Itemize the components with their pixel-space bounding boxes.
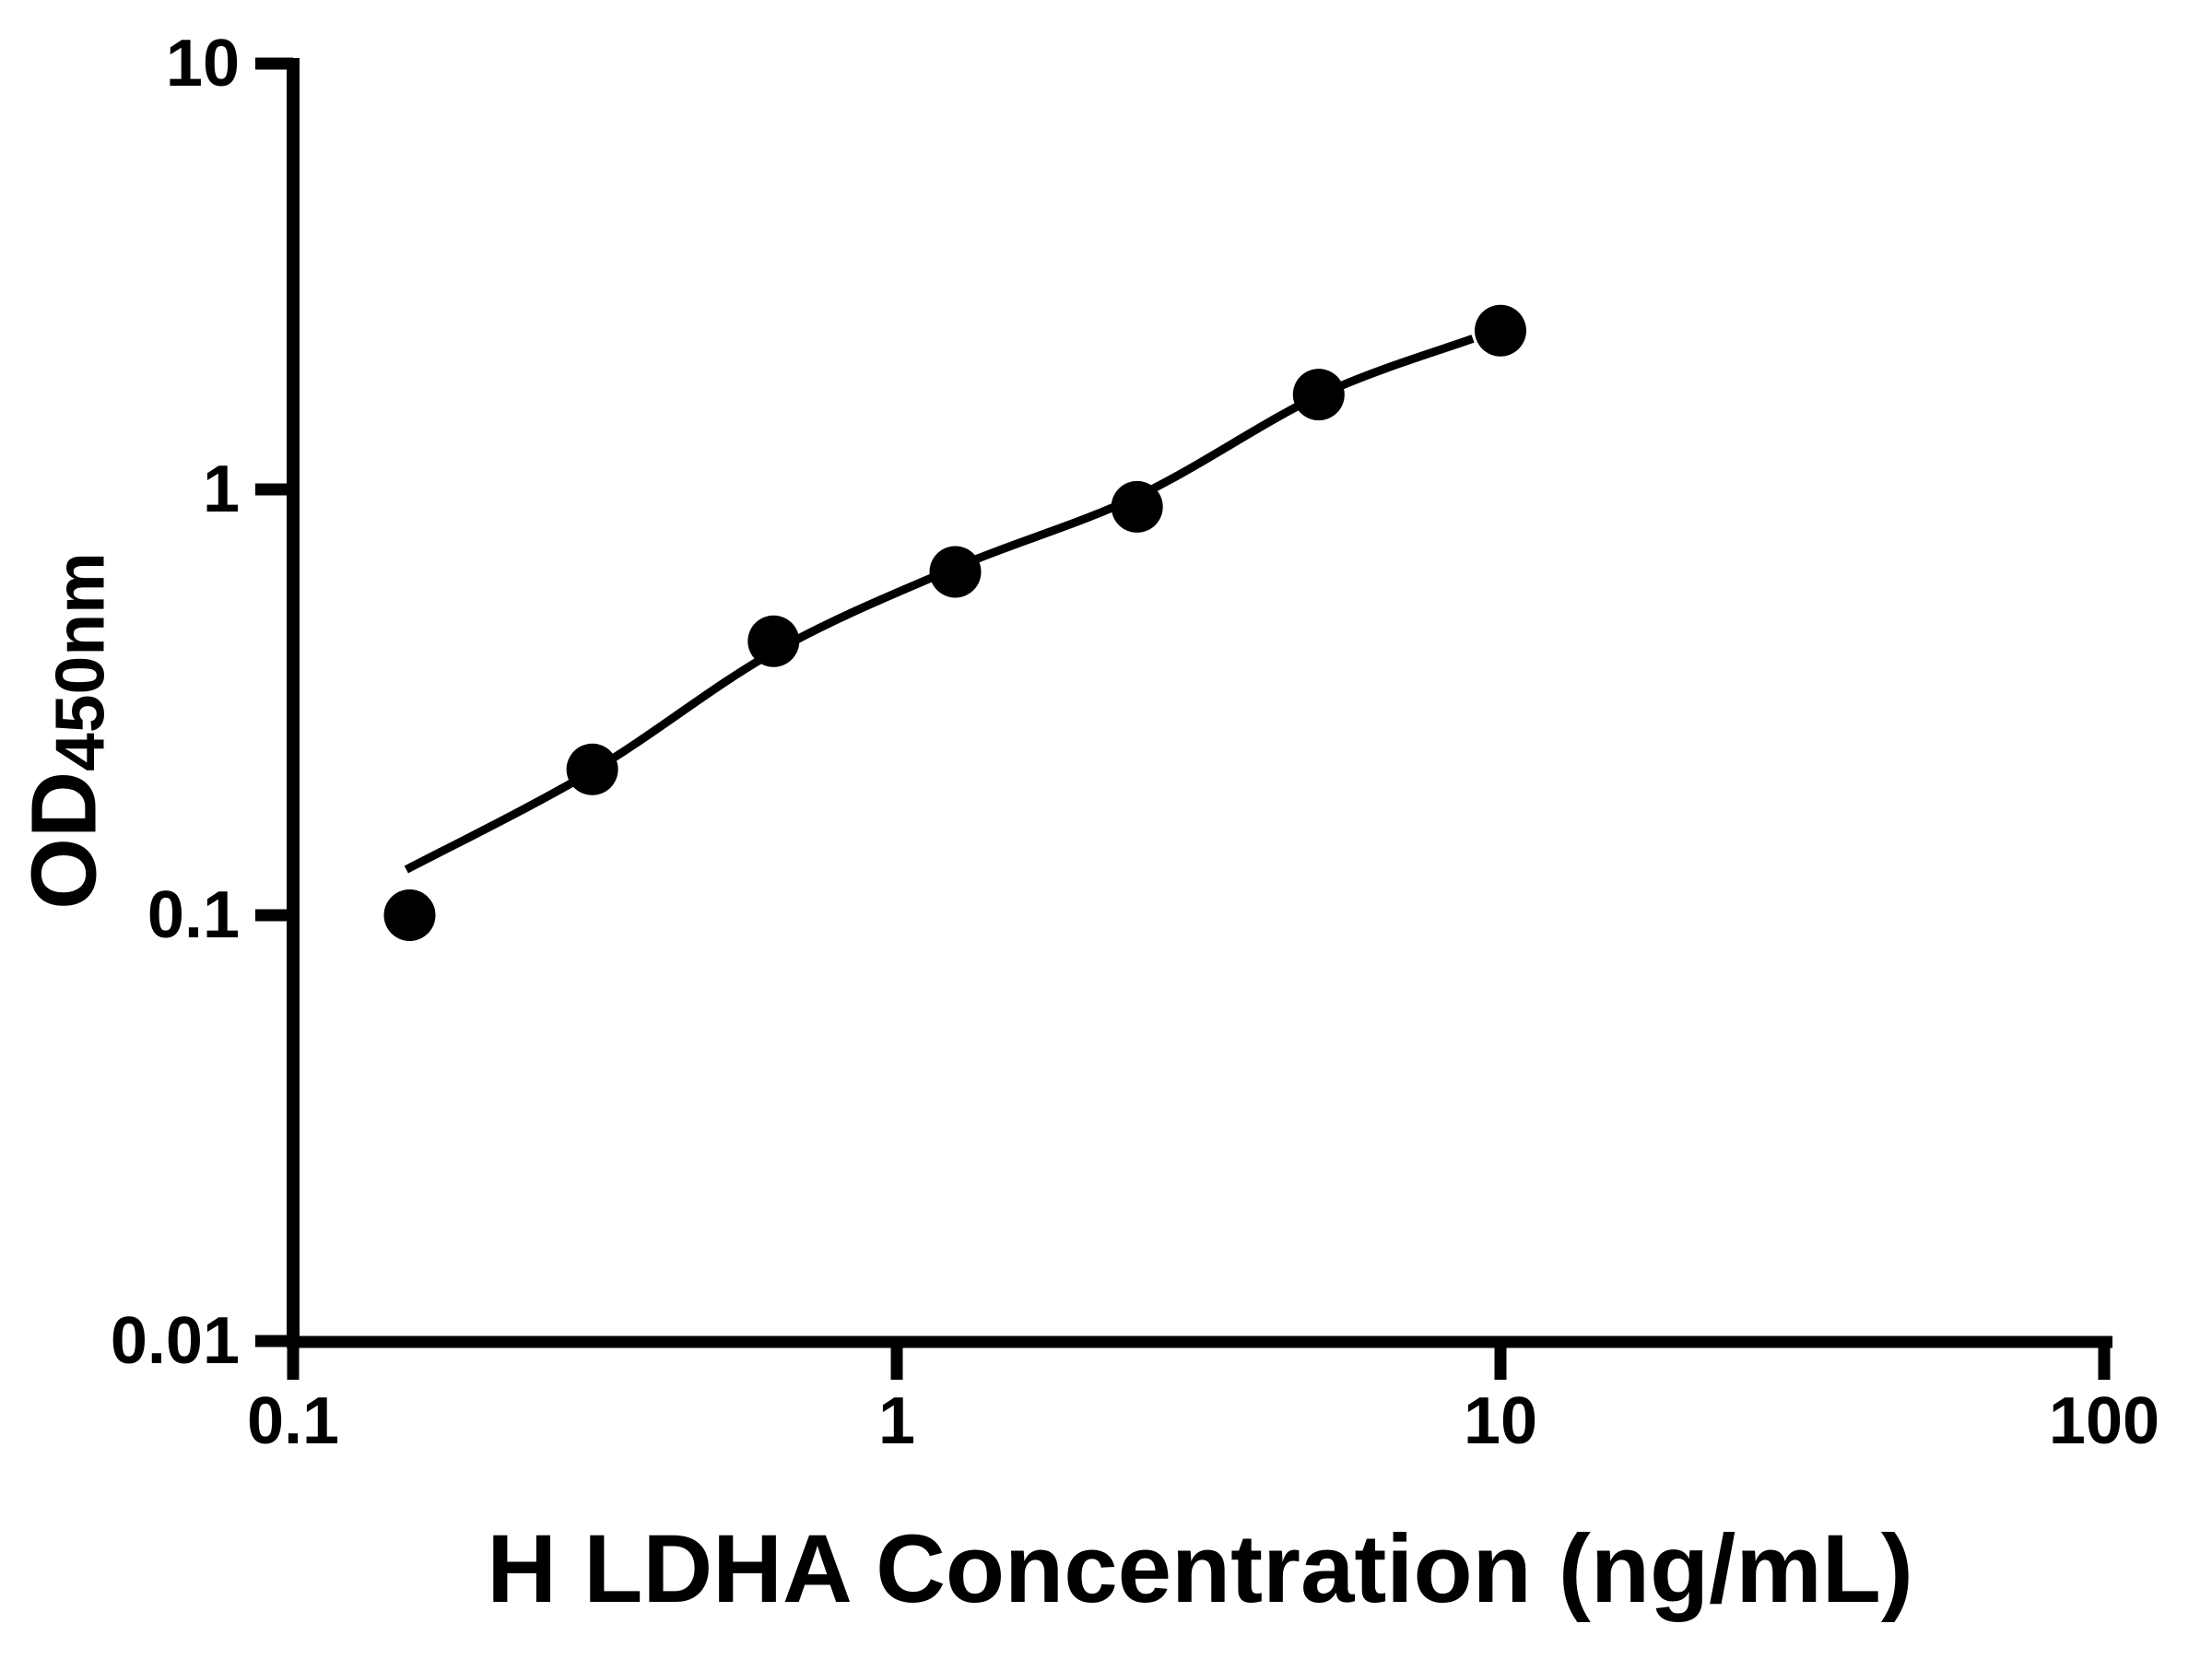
y-tick-label: 1 [202, 453, 240, 526]
data-point-marker [383, 889, 436, 941]
x-tick-label: 10 [1463, 1384, 1538, 1458]
x-tick-label: 1 [877, 1384, 916, 1458]
data-point-marker [747, 615, 800, 667]
y-tick-label: 0.1 [147, 878, 240, 952]
y-axis-title: OD450nm [13, 552, 126, 910]
y-tick-label: 10 [165, 27, 240, 100]
y-tick-label: 0.01 [110, 1304, 240, 1378]
x-axis-title: H LDHA Concentration (ng/mL) [487, 1515, 1913, 1623]
x-tick-label: 100 [2048, 1384, 2160, 1458]
data-point-marker [566, 743, 618, 795]
data-point-marker [1111, 480, 1163, 533]
x-tick-label: 0.1 [246, 1384, 340, 1458]
data-point-marker [1475, 304, 1526, 357]
data-point-marker [1292, 369, 1345, 421]
y-axis-title-sub: 450nm [41, 552, 119, 771]
data-point-marker [929, 546, 982, 598]
